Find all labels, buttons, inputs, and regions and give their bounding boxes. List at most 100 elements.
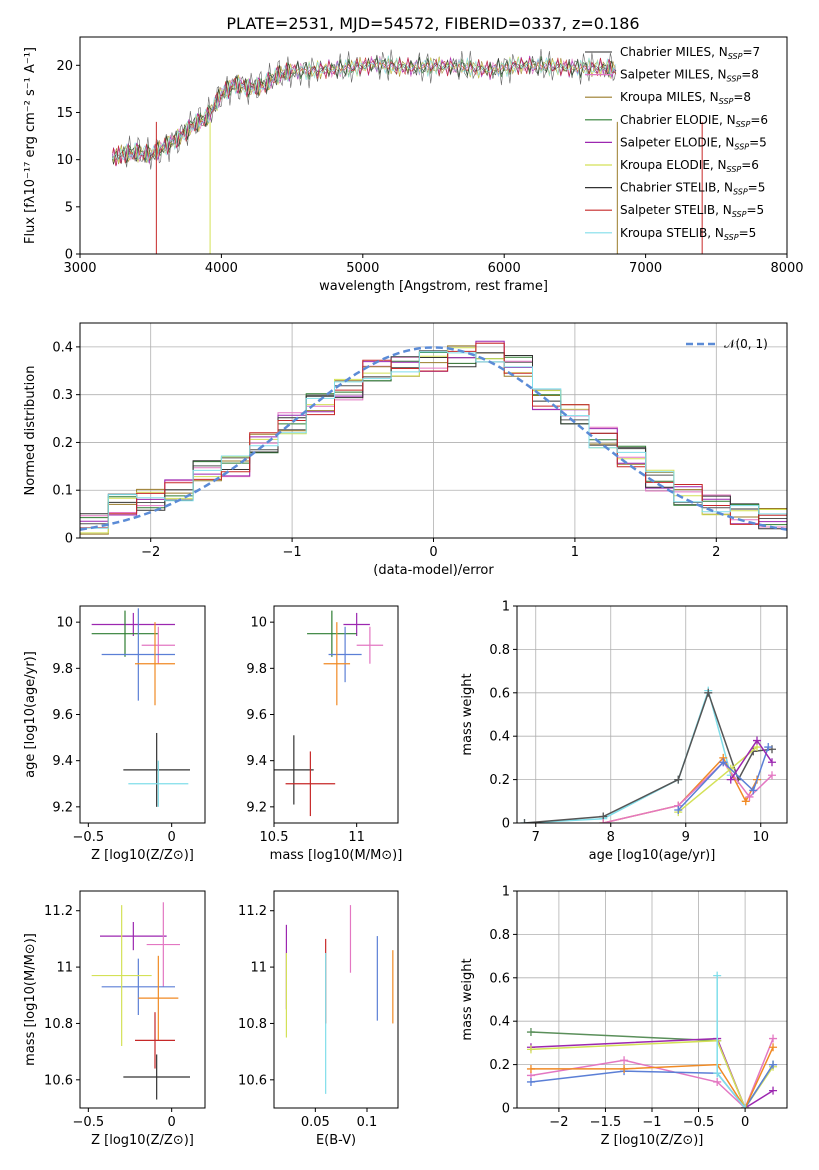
axes-frame: [79, 605, 206, 824]
histogram-step: [80, 352, 787, 530]
weight-marker: [526, 1045, 535, 1054]
plot-area: [274, 610, 384, 817]
axes-frame: [273, 890, 399, 1109]
y-tick-label: 9.8: [52, 662, 73, 677]
y-tick-label: 0.4: [489, 730, 510, 745]
legend-label: Chabrier ELODIE, NSSP=6: [620, 113, 768, 129]
y-axis-label: Normed distribution: [23, 366, 38, 496]
legend-text: Kroupa STELIB, N: [620, 226, 724, 240]
y-tick-label: 9.6: [246, 708, 267, 723]
weight-marker: [769, 1034, 778, 1043]
spectrum-line: [112, 55, 617, 167]
y-tick-label: 0: [502, 817, 510, 832]
spectrum-line: [112, 54, 617, 165]
y-axis-label: mass [log10(M/M⊙)]: [23, 933, 38, 1066]
legend-label: Chabrier STELIB, NSSP=5: [620, 181, 765, 197]
x-axis-label: (data-model)/error: [373, 563, 494, 578]
z-mass-panel: −0.5 0 10.6 10.8 11 11.2 Z [log10(Z/Z⊙)] mass […: [23, 890, 206, 1148]
weight-line: [677, 746, 770, 811]
x-tick-label: 5000: [346, 261, 379, 276]
weight-marker: [719, 758, 728, 767]
y-tick-label: 10.8: [44, 1017, 73, 1032]
weight-marker: [620, 1064, 629, 1073]
legend-count: =6: [741, 158, 759, 172]
y-tick-label: 9.4: [52, 754, 73, 769]
x-tick-label: 10: [752, 830, 769, 845]
x-axis-label: mass [log10(M/M⊙)]: [270, 848, 403, 863]
y-tick-label: 0.8: [489, 928, 510, 943]
x-tick-label: 3000: [63, 261, 96, 276]
legend-text: Kroupa MILES, N: [620, 90, 719, 104]
weight-marker: [704, 688, 713, 697]
x-axis-label: age [log10(age/yr)]: [589, 848, 716, 863]
weight-marker: [768, 771, 776, 780]
plot-area: [112, 48, 703, 254]
legend-subscript: SSP: [736, 120, 751, 129]
figure-title: PLATE=2531, MJD=54572, FIBERID=0337, z=0…: [226, 14, 639, 33]
x-tick-label: 7000: [629, 261, 662, 276]
y-tick-label: 10.6: [44, 1073, 73, 1088]
x-axis-label: wavelength [Angstrom, rest frame]: [319, 279, 548, 294]
y-axis-label: age [log10(age/yr)]: [23, 651, 38, 778]
x-axis-label: Z [log10(Z/Z⊙)]: [601, 1133, 704, 1148]
y-tick-label: 0.2: [52, 436, 73, 451]
residuals-panel: −2 −1 0 1 2 0 0.1 0.2 0.3 0.4 (data-model)/error No…: [23, 322, 788, 578]
spectrum-line: [112, 56, 617, 164]
axes-frame: [79, 890, 206, 1109]
spectrum-line: [112, 55, 617, 163]
x-axis-label: E(B-V): [316, 1133, 356, 1148]
weight-line: [716, 975, 746, 1108]
x-tick-label: −0.5: [683, 1115, 715, 1130]
weight-marker: [713, 1069, 722, 1078]
x-tick-label: 11: [348, 830, 365, 845]
weight-marker: [526, 1028, 535, 1037]
y-tick-label: 0: [65, 248, 73, 263]
histogram-step: [80, 342, 787, 529]
weight-line: [524, 687, 732, 823]
z-weight-panel: −2 −1.5 −1 −0.5 0 0 0.2 0.4 0.6 0.8 1 Z [log10(Z/Z⊙…: [460, 885, 788, 1148]
weight-marker: [520, 819, 529, 823]
axes-frame: [79, 322, 788, 539]
legend-count: =5: [749, 135, 767, 149]
y-tick-label: 0.2: [489, 773, 510, 788]
legend-subscript: SSP: [732, 210, 747, 219]
y-tick-label: 1: [502, 885, 510, 900]
x-tick-label: 0.1: [357, 1115, 378, 1130]
y-tick-label: 20: [56, 59, 73, 74]
legend-label: Salpeter MILES, NSSP=8: [620, 68, 759, 84]
legend-subscript: SSP: [727, 165, 742, 174]
y-tick-label: 0.4: [489, 1015, 510, 1030]
y-tick-label: 1: [502, 600, 510, 615]
histogram-step: [80, 351, 787, 529]
x-tick-label: −0.5: [73, 830, 105, 845]
x-tick-label: 6000: [488, 261, 521, 276]
y-tick-label: 0.8: [489, 643, 510, 658]
plot-area: [520, 686, 776, 823]
weight-marker: [768, 758, 776, 767]
axes-frame: [516, 890, 788, 1109]
x-tick-label: 4000: [205, 261, 238, 276]
y-tick-label: 10.6: [238, 1073, 267, 1088]
y-axis-label: mass weight: [460, 673, 475, 755]
y-tick-label: 11: [56, 961, 73, 976]
normal-curve: [80, 346, 787, 531]
spectrum-line: [112, 57, 617, 167]
legend-subscript: SSP: [724, 233, 739, 242]
age-weight-panel: 7 8 9 10 0 0.2 0.4 0.6 0.8 1 age [log10(age/yr)] ma…: [460, 600, 788, 863]
legend-label: 𝒩(0, 1): [724, 337, 768, 351]
legend-subscript: SSP: [733, 188, 748, 197]
y-tick-label: 10: [56, 616, 73, 631]
y-tick-label: 9.8: [246, 662, 267, 677]
y-tick-label: 10: [250, 616, 267, 631]
y-tick-label: 15: [56, 106, 73, 121]
legend-subscript: SSP: [727, 75, 742, 84]
plot-area: [285, 905, 394, 1094]
legend-count: =6: [750, 113, 768, 127]
legend-label: Kroupa MILES, NSSP=8: [620, 90, 751, 106]
x-tick-label: 9: [682, 830, 690, 845]
axes-frame: [516, 605, 788, 824]
y-tick-label: 0: [502, 1102, 510, 1117]
weight-marker: [526, 1064, 535, 1073]
weight-marker: [769, 1060, 778, 1069]
